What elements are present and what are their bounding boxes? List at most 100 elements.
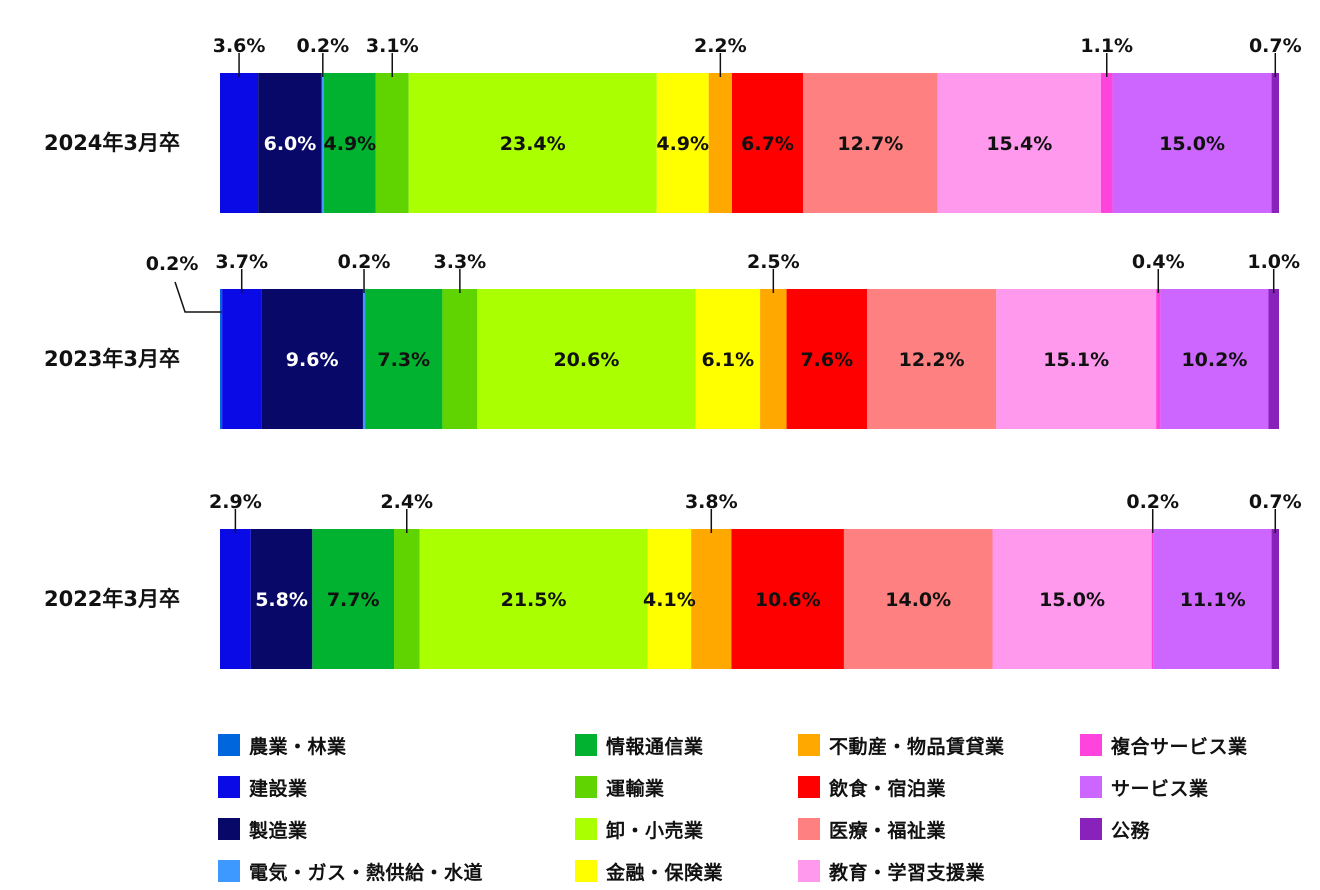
legend-label: 金融・保険業 [606, 861, 724, 884]
bar-segment [803, 73, 938, 213]
bar-segment [323, 73, 376, 213]
bar-segment [220, 289, 223, 429]
data-label: 4.9% [324, 133, 377, 155]
bar-segment [1271, 73, 1279, 213]
bar-segment [419, 529, 648, 669]
data-label: 12.2% [899, 349, 965, 371]
legend-label: 運輸業 [606, 777, 665, 800]
legend-item: 農業・林業 [218, 733, 347, 758]
legend-item: 教育・学習支援業 [798, 859, 986, 884]
data-label: 0.4% [1132, 251, 1185, 273]
data-label: 0.2% [1126, 491, 1179, 513]
bar-segment [442, 289, 478, 429]
legend-item: 公務 [1080, 817, 1151, 842]
data-label: 4.1% [643, 589, 696, 611]
legend-label: 複合サービス業 [1111, 735, 1248, 758]
bar-segment [261, 289, 363, 429]
legend-swatch [575, 818, 597, 840]
data-label: 2.5% [747, 251, 800, 273]
bar-segment [408, 73, 657, 213]
data-label: 9.6% [286, 349, 339, 371]
legend-label: サービス業 [1111, 777, 1209, 800]
bar-segment [656, 73, 709, 213]
data-label: 7.3% [377, 349, 430, 371]
bar-segment [258, 73, 322, 213]
legend-item: 金融・保険業 [575, 859, 724, 884]
data-label: 0.7% [1249, 35, 1302, 57]
legend-swatch [798, 734, 820, 756]
legend-item: 運輸業 [575, 775, 665, 800]
chart-legend: 農業・林業 建設業 製造業 電気・ガス・熱供給・水道 情報通信業 運輸業 卸・小売業 金融・保… [218, 733, 1308, 884]
data-label: 3.1% [366, 35, 419, 57]
bar-segment [250, 529, 313, 669]
data-label: 6.0% [264, 133, 317, 155]
category-label: 2024年3月卒 [44, 131, 180, 155]
bar-segment [1153, 529, 1272, 669]
legend-swatch [218, 776, 240, 798]
legend-item: 飲食・宿泊業 [798, 775, 947, 800]
legend-item: 不動産・物品賃貸業 [798, 733, 1005, 758]
bar-segment [312, 529, 395, 669]
bar-segment [1112, 73, 1272, 213]
legend-swatch [798, 776, 820, 798]
bar-segment [220, 529, 251, 669]
legend-item: サービス業 [1080, 775, 1209, 800]
data-label: 1.0% [1247, 251, 1300, 273]
legend-label: 不動産・物品賃貸業 [829, 735, 1005, 758]
legend-swatch [575, 776, 597, 798]
legend-item: 医療・福祉業 [798, 817, 947, 842]
legend-swatch [798, 818, 820, 840]
legend-swatch [575, 734, 597, 756]
bar-segment [362, 289, 366, 429]
bar-segment [731, 529, 844, 669]
data-label: 7.7% [327, 589, 380, 611]
data-label: 2.9% [209, 491, 262, 513]
legend-swatch [1080, 818, 1102, 840]
bar-segment [222, 289, 262, 429]
data-label: 5.8% [255, 589, 308, 611]
data-label: 12.7% [837, 133, 903, 155]
legend-swatch [1080, 734, 1102, 756]
data-label: 10.6% [755, 589, 821, 611]
legend-item: 建設業 [218, 775, 308, 800]
bar-segment [321, 73, 324, 213]
data-label: 2.4% [380, 491, 433, 513]
bar-segment [365, 289, 443, 429]
category-label: 2022年3月卒 [44, 587, 180, 611]
data-label: 0.2% [146, 253, 199, 275]
bar-segment [477, 289, 696, 429]
legend-label: 公務 [1111, 819, 1151, 842]
legend-item: 卸・小売業 [575, 817, 704, 842]
legend-label: 情報通信業 [606, 735, 704, 758]
bar-segment [1100, 73, 1113, 213]
bar-segment [843, 529, 993, 669]
data-label: 23.4% [500, 133, 566, 155]
data-label: 0.2% [338, 251, 391, 273]
bar-segment [992, 529, 1152, 669]
bar-segment [1151, 529, 1154, 669]
legend-label: 飲食・宿泊業 [829, 777, 947, 800]
data-label: 6.7% [741, 133, 794, 155]
legend-label: 卸・小売業 [606, 819, 704, 842]
data-label: 3.7% [215, 251, 268, 273]
data-label: 4.9% [656, 133, 709, 155]
bar-segment [708, 73, 733, 213]
bar-segment [1268, 289, 1279, 429]
legend-label: 医療・福祉業 [829, 819, 947, 842]
legend-item: 情報通信業 [575, 733, 704, 758]
data-label: 0.2% [296, 35, 349, 57]
legend-item: 電気・ガス・熱供給・水道 [218, 859, 484, 884]
data-label: 15.0% [1159, 133, 1225, 155]
legend-label: 教育・学習支援業 [829, 861, 986, 884]
bar-segment [691, 529, 732, 669]
legend-label: 建設業 [249, 777, 308, 800]
legend-label: 農業・林業 [249, 735, 347, 758]
bar-segment [996, 289, 1157, 429]
data-label: 11.1% [1180, 589, 1246, 611]
legend-label: 電気・ガス・熱供給・水道 [249, 861, 484, 884]
data-label: 7.6% [800, 349, 853, 371]
bar-segment [1160, 289, 1269, 429]
data-label: 0.7% [1249, 491, 1302, 513]
data-label: 15.0% [1039, 589, 1105, 611]
